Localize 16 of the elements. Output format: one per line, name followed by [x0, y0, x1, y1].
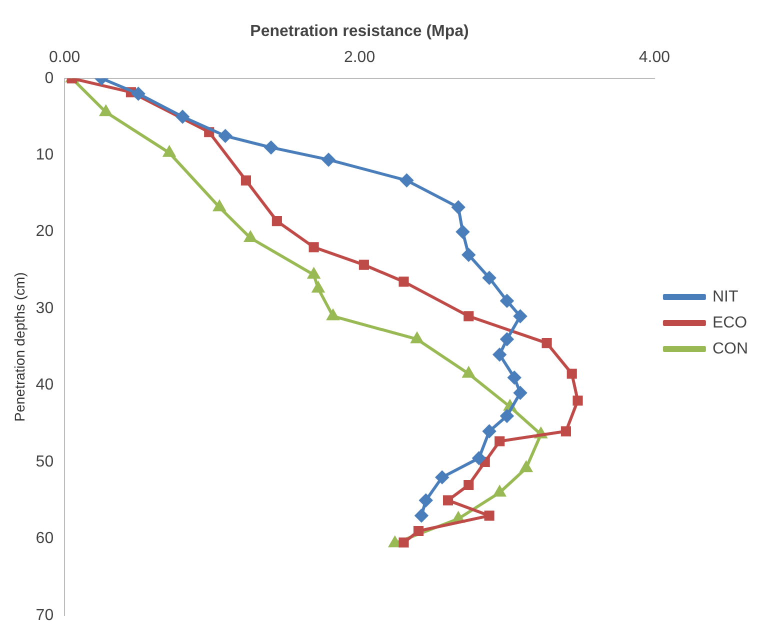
y-tick-label: 20 [36, 223, 54, 240]
legend-label: CON [712, 340, 748, 358]
legend-label: NIT [712, 288, 738, 306]
x-tick-label: 2.00 [344, 49, 376, 66]
x-tick-label: 0.00 [49, 49, 80, 66]
y-axis-title: Penetration depths (cm) [11, 272, 28, 422]
x-tick-label: 4.00 [638, 49, 670, 66]
y-tick-label: 30 [36, 300, 54, 317]
y-tick-label: 10 [36, 146, 54, 164]
y-tick-label: 0 [44, 70, 54, 87]
y-tick-label: 50 [36, 453, 54, 470]
y-tick-label: 70 [36, 606, 54, 624]
y-tick-label: 40 [36, 376, 54, 394]
x-axis-title: Penetration resistance (Mpa) [250, 23, 469, 40]
y-tick-label: 60 [36, 530, 54, 548]
legend-label: ECO [712, 314, 748, 332]
